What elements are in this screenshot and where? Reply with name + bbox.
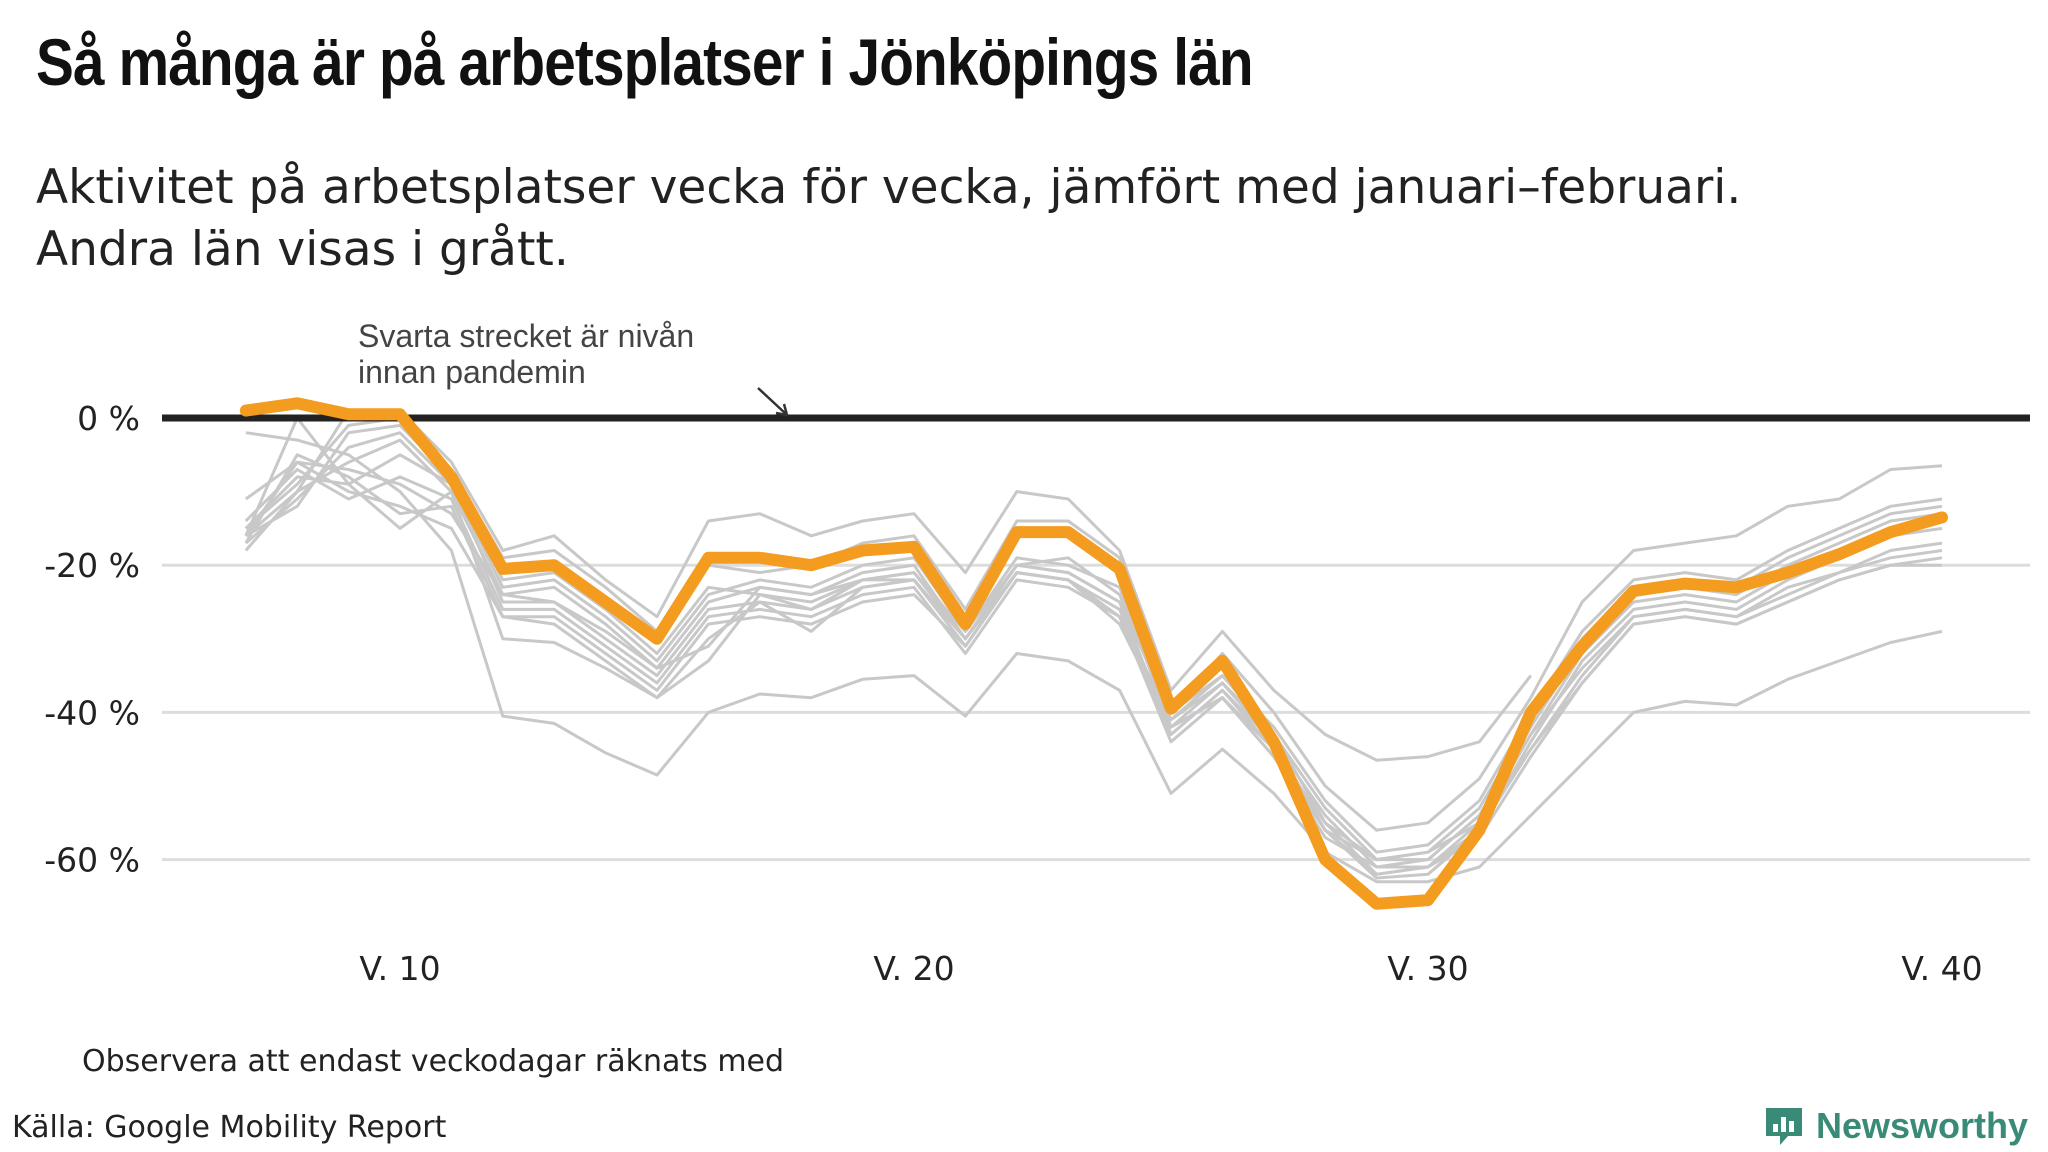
y-axis-ticks: 0 % -20 % -40 % -60 % — [44, 399, 140, 880]
other-county-line — [244, 416, 1943, 869]
annotation-arrow-head — [775, 403, 789, 417]
other-county-line — [244, 468, 1943, 880]
chart-note: Observera att endast veckodagar räknats … — [82, 1044, 785, 1079]
other-county-line — [245, 423, 1943, 854]
line-chart: 0 %-20 %-40 %-60 % V. 10 V. 20 V. 30 V. 40 … — [44, 318, 2030, 988]
y-tick-label: -40 % — [44, 693, 140, 732]
annotation-arrow-line — [757, 387, 787, 415]
x-tick-label: V. 20 — [873, 949, 954, 988]
newsworthy-logo: Newsworthy — [1762, 1104, 2028, 1148]
chart-subtitle-line-1: Aktivitet på arbetsplatser vecka för vec… — [36, 160, 1742, 215]
jonkoping-line — [239, 397, 1948, 910]
annotation-line-2: innan pandemin — [358, 354, 586, 390]
annotation-line-1: Svarta strecket är nivån — [358, 318, 694, 354]
x-axis-ticks: V. 10 V. 20 V. 30 V. 40 — [359, 949, 1982, 988]
y-tick-label: -60 % — [44, 841, 140, 880]
other-county-line — [245, 431, 1943, 884]
other-county-line — [244, 453, 1942, 876]
brand-name: Newsworthy — [1816, 1105, 2029, 1146]
other-county-line — [244, 460, 1943, 862]
other-county-line — [244, 431, 1943, 862]
source-credit: Källa: Google Mobility Report — [12, 1110, 447, 1145]
newsworthy-logo-icon — [1766, 1108, 1802, 1145]
other-county-line — [244, 453, 1943, 876]
chart-subtitle-line-2: Andra län visas i grått. — [36, 222, 569, 277]
y-tick-label: -20 % — [44, 546, 140, 585]
other-county-line — [244, 460, 1943, 862]
baseline-annotation: Svarta strecket är nivån innan pandemin — [358, 318, 789, 417]
other-county-line — [244, 416, 1943, 832]
chart-title: Så många är på arbetsplatser i Jönköping… — [36, 25, 1254, 99]
y-tick-label: 0 % — [77, 399, 140, 438]
other-county-line — [244, 409, 1532, 762]
other-county-line — [244, 438, 1943, 869]
x-tick-label: V. 30 — [1387, 949, 1468, 988]
other-counties-series — [244, 409, 1943, 884]
x-tick-label: V. 40 — [1901, 949, 1982, 988]
jonkoping-series — [239, 397, 1948, 910]
x-tick-label: V. 10 — [359, 949, 440, 988]
